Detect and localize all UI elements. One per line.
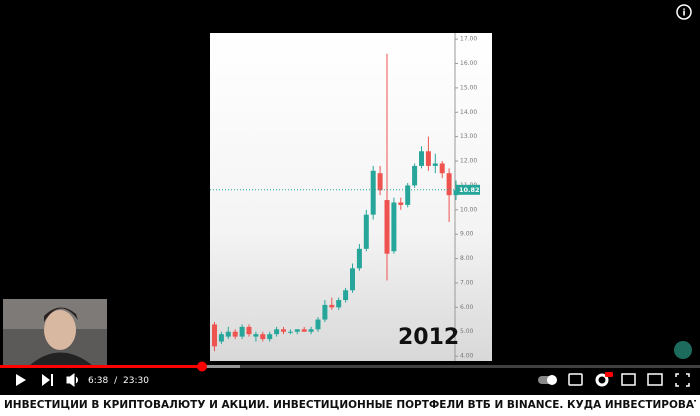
- candle-body: [350, 268, 355, 291]
- candle-body: [425, 151, 431, 166]
- candle-body: [218, 334, 224, 342]
- candle-body: [419, 151, 424, 166]
- progress-played: [0, 365, 202, 368]
- video-title: ИНВЕСТИЦИИ В КРИПТОВАЛЮТУ И АКЦИИ. ИНВЕС…: [4, 399, 696, 411]
- progress-track[interactable]: [0, 365, 700, 368]
- candle-body: [446, 173, 452, 196]
- y-tick-label: 15.00: [460, 84, 477, 91]
- last-price-badge: [456, 184, 480, 195]
- candle-body: [287, 331, 293, 333]
- candle-body: [267, 334, 273, 340]
- webcam-hair: [44, 307, 78, 322]
- candle-body: [398, 202, 404, 205]
- candle-body: [225, 331, 231, 337]
- subtitles-button[interactable]: [568, 373, 583, 386]
- candle-body: [384, 200, 390, 254]
- y-tick-label: 4.00: [460, 353, 474, 360]
- chart-background: [210, 33, 492, 361]
- candle-body: [294, 329, 300, 332]
- candle-body: [260, 334, 266, 340]
- candle-body: [412, 165, 418, 186]
- current-time: 6:38: [88, 376, 108, 386]
- autoplay-knob: [547, 375, 557, 385]
- y-tick-label: 14.00: [460, 109, 477, 116]
- candle-body: [232, 331, 238, 337]
- webcam-shirt: [30, 352, 92, 365]
- y-tick-label: 7.00: [460, 279, 474, 286]
- candle-body: [239, 326, 245, 337]
- candle-body: [336, 300, 342, 308]
- y-tick-label: 12.00: [460, 158, 477, 165]
- candle-body: [356, 248, 362, 269]
- next-button[interactable]: [42, 374, 53, 386]
- candle-body: [253, 334, 259, 337]
- time-display: 6:38 / 23:30: [88, 376, 149, 386]
- info-icon-glyph: i: [682, 9, 685, 19]
- candle-body: [315, 319, 321, 330]
- webcam-face: [44, 310, 76, 350]
- candle-body: [301, 329, 307, 332]
- y-tick-label: 6.00: [460, 304, 474, 311]
- candle-body: [274, 329, 280, 335]
- settings-button[interactable]: [595, 373, 609, 387]
- candle-body: [432, 163, 438, 166]
- candlestick-chart: 4.005.006.007.008.009.0010.0011.0012.001…: [210, 36, 480, 360]
- y-tick-label: 9.00: [460, 231, 474, 238]
- y-tick-label: 5.00: [460, 328, 474, 335]
- candle-body: [308, 329, 314, 332]
- candle-body: [405, 185, 411, 205]
- candle-body: [370, 170, 376, 215]
- progress-scrubber[interactable]: [197, 361, 207, 372]
- video-frame: 4.005.006.007.008.009.0010.0011.0012.001…: [0, 4, 700, 387]
- volume-button[interactable]: [66, 373, 78, 387]
- y-tick-label: 8.00: [460, 255, 474, 262]
- candle-body: [329, 304, 335, 308]
- candle-body: [246, 326, 252, 335]
- channel-watermark[interactable]: [674, 341, 692, 359]
- hd-badge: [605, 372, 613, 377]
- y-tick-label: 13.00: [460, 133, 477, 140]
- y-tick-label: 10.00: [460, 206, 477, 213]
- play-button[interactable]: [16, 374, 26, 386]
- candle-body: [281, 329, 286, 332]
- y-tick-label: 17.00: [460, 36, 477, 43]
- miniplayer-button[interactable]: [621, 373, 636, 386]
- year-annotation: 2012: [398, 325, 459, 350]
- candle-body: [212, 324, 217, 347]
- candle-body: [322, 304, 328, 320]
- last-price-label: 10.82: [459, 186, 480, 194]
- candle-body: [343, 290, 349, 301]
- fullscreen-button[interactable]: [675, 373, 690, 387]
- time-separator: /: [114, 376, 118, 386]
- y-tick-label: 16.00: [460, 60, 477, 67]
- candle-body: [377, 173, 383, 191]
- duration: 23:30: [123, 376, 149, 386]
- candle-body: [363, 214, 369, 249]
- theater-button[interactable]: [647, 373, 663, 386]
- video-player[interactable]: 4.005.006.007.008.009.0010.0011.0012.001…: [0, 0, 700, 395]
- info-icon[interactable]: [676, 4, 692, 20]
- candle-body: [391, 202, 397, 252]
- candle-body: [439, 163, 445, 174]
